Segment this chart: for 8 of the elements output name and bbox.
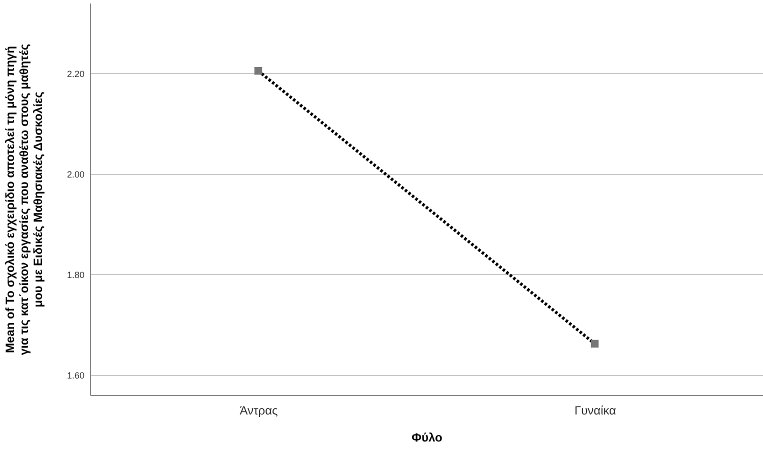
y-tick-label: 1.80 bbox=[66, 270, 84, 280]
x-tick-label: Γυναίκα bbox=[574, 404, 616, 418]
y-axis-title: Mean of Το σχολικό εγχειρίδιο αποτελεί τη μόνη πηγή για τις κατ΄οίκον εργασίες που αναθέτω στους μαθητές μου με Ειδικές Μαθησιακές Δυσκολίες bbox=[2, 44, 45, 356]
y-tick-label: 1.60 bbox=[66, 370, 84, 380]
x-axis-title: Φύλο bbox=[412, 430, 442, 444]
y-tick-label: 2.00 bbox=[66, 169, 84, 180]
x-tick-label: Άντρας bbox=[240, 404, 278, 418]
y-tick-label: 2.20 bbox=[66, 68, 84, 79]
